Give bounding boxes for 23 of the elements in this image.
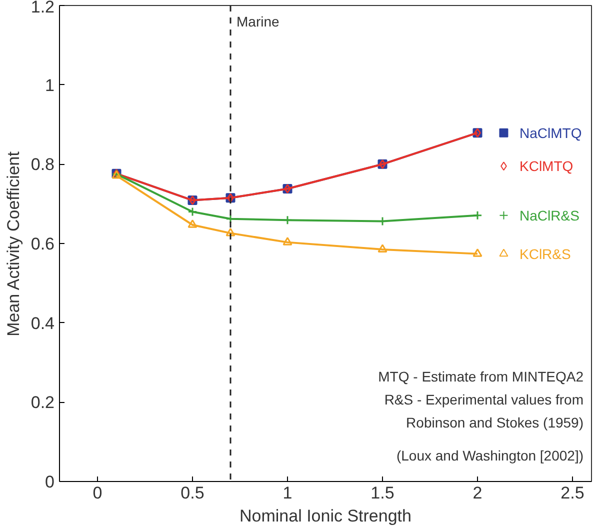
y-axis-title: Mean Activity Coefficient: [4, 151, 23, 336]
annotation: R&S - Experimental values from: [384, 392, 584, 408]
x-tick-label: 0: [92, 484, 102, 502]
x-axis-title: Nominal Ionic Strength: [240, 506, 412, 526]
legend-label: KClR&S: [520, 246, 571, 262]
y-tick-label: 1: [45, 76, 55, 95]
legend-label: NaClR&S: [520, 207, 580, 224]
x-tick-label: 2.5: [560, 484, 584, 502]
y-tick-label: 0.2: [30, 393, 55, 412]
y-tick-label: 0.8: [30, 155, 55, 174]
x-tick-label: 0.5: [180, 484, 204, 502]
legend-label: KClMTQ: [520, 158, 574, 174]
annotation: Robinson and Stokes (1959): [406, 414, 584, 430]
legend-label: NaClMTQ: [520, 124, 582, 141]
x-tick-label: 2: [472, 484, 482, 502]
y-tick-label: 1.2: [30, 0, 55, 16]
y-tick-label: 0.4: [30, 314, 55, 333]
annotation: MTQ - Estimate from MINTEQA2: [378, 368, 584, 384]
y-tick-label: 0.6: [30, 234, 55, 254]
ref-line-label: Marine: [236, 14, 280, 30]
x-tick-label: 1: [282, 484, 292, 502]
x-tick-label: 1.5: [370, 484, 394, 502]
annotation: (Loux and Washington [2002]): [396, 448, 584, 464]
